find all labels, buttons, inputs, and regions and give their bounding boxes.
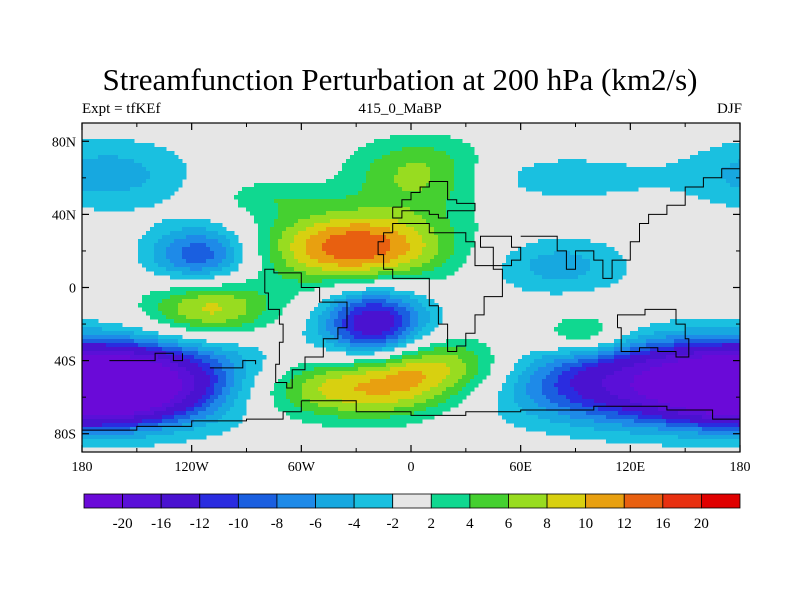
- colorbar-box: [701, 493, 741, 509]
- coastline-6: [301, 400, 740, 431]
- coastline-3: [520, 163, 740, 279]
- colorbar-label: -8: [271, 516, 284, 532]
- colorbar-label: -2: [386, 516, 399, 532]
- colorbar-box: [315, 493, 355, 509]
- colorbar-label: 2: [428, 516, 436, 532]
- colorbar-box: [469, 493, 509, 509]
- page-title: Streamfunction Perturbation at 200 hPa (…: [102, 62, 698, 97]
- colorbar-label: -6: [309, 516, 322, 532]
- y-tick-label: 80S: [54, 428, 76, 443]
- coastline-8: [109, 352, 183, 362]
- colorbar-box: [353, 493, 394, 509]
- colorbar-box: [276, 493, 316, 509]
- x-tick-label: 120E: [616, 460, 646, 475]
- coastline-0: [392, 181, 476, 219]
- colorbar-box: [430, 493, 471, 509]
- y-tick-label: 0: [69, 282, 76, 297]
- colorbar-box: [122, 493, 162, 509]
- colorbar-box: [585, 493, 625, 509]
- coastline-4: [617, 308, 690, 358]
- colorbar-label: 16: [655, 516, 671, 532]
- y-tick-label: 40S: [54, 355, 76, 370]
- colorbar-box: [160, 493, 201, 509]
- colorbar-box: [237, 493, 278, 509]
- colorbar-box: [623, 493, 664, 509]
- colorbar-box: [392, 493, 432, 509]
- experiment-label: Expt = tfKEf: [82, 101, 161, 117]
- colorbar-label: 4: [466, 516, 474, 532]
- colorbar-label: -16: [151, 516, 171, 532]
- coastline-9: [209, 360, 257, 369]
- colorbar-box: [83, 493, 123, 509]
- colorbar-box: [199, 493, 239, 509]
- x-tick-label: 120W: [175, 460, 210, 475]
- colorbar-label: -20: [113, 516, 133, 532]
- colorbar-label: -12: [190, 516, 210, 532]
- x-tick-label: 180: [72, 460, 93, 475]
- coastline-2: [480, 235, 522, 267]
- colorbar-label: 12: [617, 516, 632, 532]
- colorbar-box: [508, 493, 548, 509]
- x-tick-label: 0: [408, 460, 415, 475]
- coastline-7: [82, 400, 302, 431]
- x-tick-label: 60E: [509, 460, 532, 475]
- colorbar-label: 10: [578, 516, 593, 532]
- colorbar-box: [546, 493, 587, 509]
- y-tick-label: 40N: [52, 208, 76, 223]
- map-axes: 80N 40N 0 40S 80S 180 120W 60W 0 60E 120E 180: [52, 123, 751, 475]
- colorbar-label: -10: [228, 516, 248, 532]
- colorbar-label: 6: [505, 516, 513, 532]
- colorbar-box: [662, 493, 702, 509]
- x-tick-label: 60W: [288, 460, 316, 475]
- season-label: DJF: [716, 101, 742, 117]
- colorbar-label: 8: [543, 516, 551, 532]
- x-tick-label: 180: [730, 460, 751, 475]
- coastlines: [82, 163, 740, 431]
- colorbar-label: -4: [348, 516, 361, 532]
- run-label: 415_0_MaBP: [358, 101, 442, 117]
- coastline-5: [264, 268, 348, 389]
- coastline-1: [377, 223, 503, 352]
- y-tick-label: 80N: [52, 135, 76, 150]
- colorbar: -20 -16 -12 -10 -8 -6 -4 -2 2 4 6 8 10 12 16 20: [83, 493, 741, 532]
- colorbar-label: 20: [694, 516, 709, 532]
